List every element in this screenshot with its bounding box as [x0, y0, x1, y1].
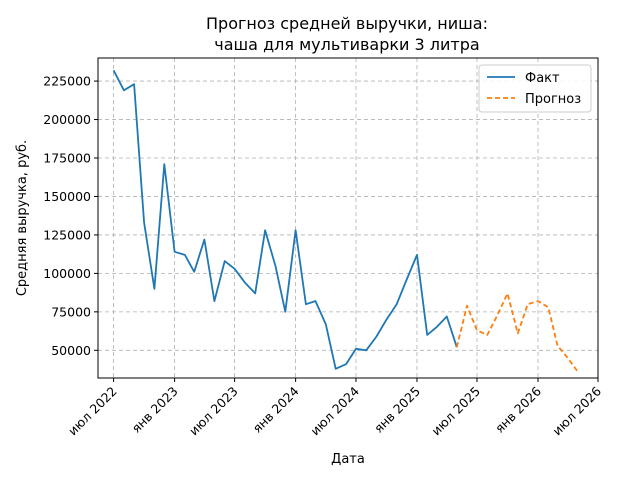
y-axis: 50000 75000 100000 125000 150000 175000 200000… [43, 74, 98, 358]
x-tick-label: янв 2024 [250, 383, 302, 435]
x-tick-label: янв 2023 [128, 384, 180, 436]
x-tick-label: июл 2023 [186, 384, 241, 439]
y-tick-label: 200000 [43, 112, 91, 127]
chart-title-line-2: чаша для мультиварки 3 литра [214, 35, 479, 54]
x-tick-label: янв 2025 [371, 384, 423, 436]
series-line-fact [112, 69, 458, 370]
legend: Факт Прогноз [478, 64, 592, 113]
y-tick-label: 100000 [43, 266, 91, 281]
y-tick-label: 175000 [43, 151, 91, 166]
series-line-forecast [455, 292, 579, 373]
x-tick-label: июл 2024 [307, 383, 362, 438]
y-tick-label: 75000 [51, 304, 91, 319]
chart-title-line-1: Прогноз средней выручки, ниша: [206, 14, 488, 33]
legend-label-fact: Факт [525, 71, 560, 86]
x-tick-label: июл 2025 [428, 384, 483, 439]
y-tick-label: 225000 [43, 74, 91, 89]
x-tick-label: янв 2026 [492, 383, 544, 435]
legend-label-forecast: Прогноз [525, 92, 581, 107]
y-tick-label: 50000 [51, 343, 91, 358]
x-tick-label: июл 2022 [65, 384, 120, 439]
series-layer [112, 69, 579, 373]
x-tick-label: июл 2026 [549, 383, 604, 438]
y-axis-label: Средняя выручка, руб. [15, 140, 30, 296]
y-tick-label: 125000 [43, 227, 91, 242]
x-axis: июл 2022 янв 2023 июл 2023 янв 2024 июл 2024… [65, 378, 604, 438]
x-axis-label: Дата [331, 452, 365, 467]
plot-frame [97, 57, 599, 379]
y-tick-label: 150000 [43, 189, 91, 204]
